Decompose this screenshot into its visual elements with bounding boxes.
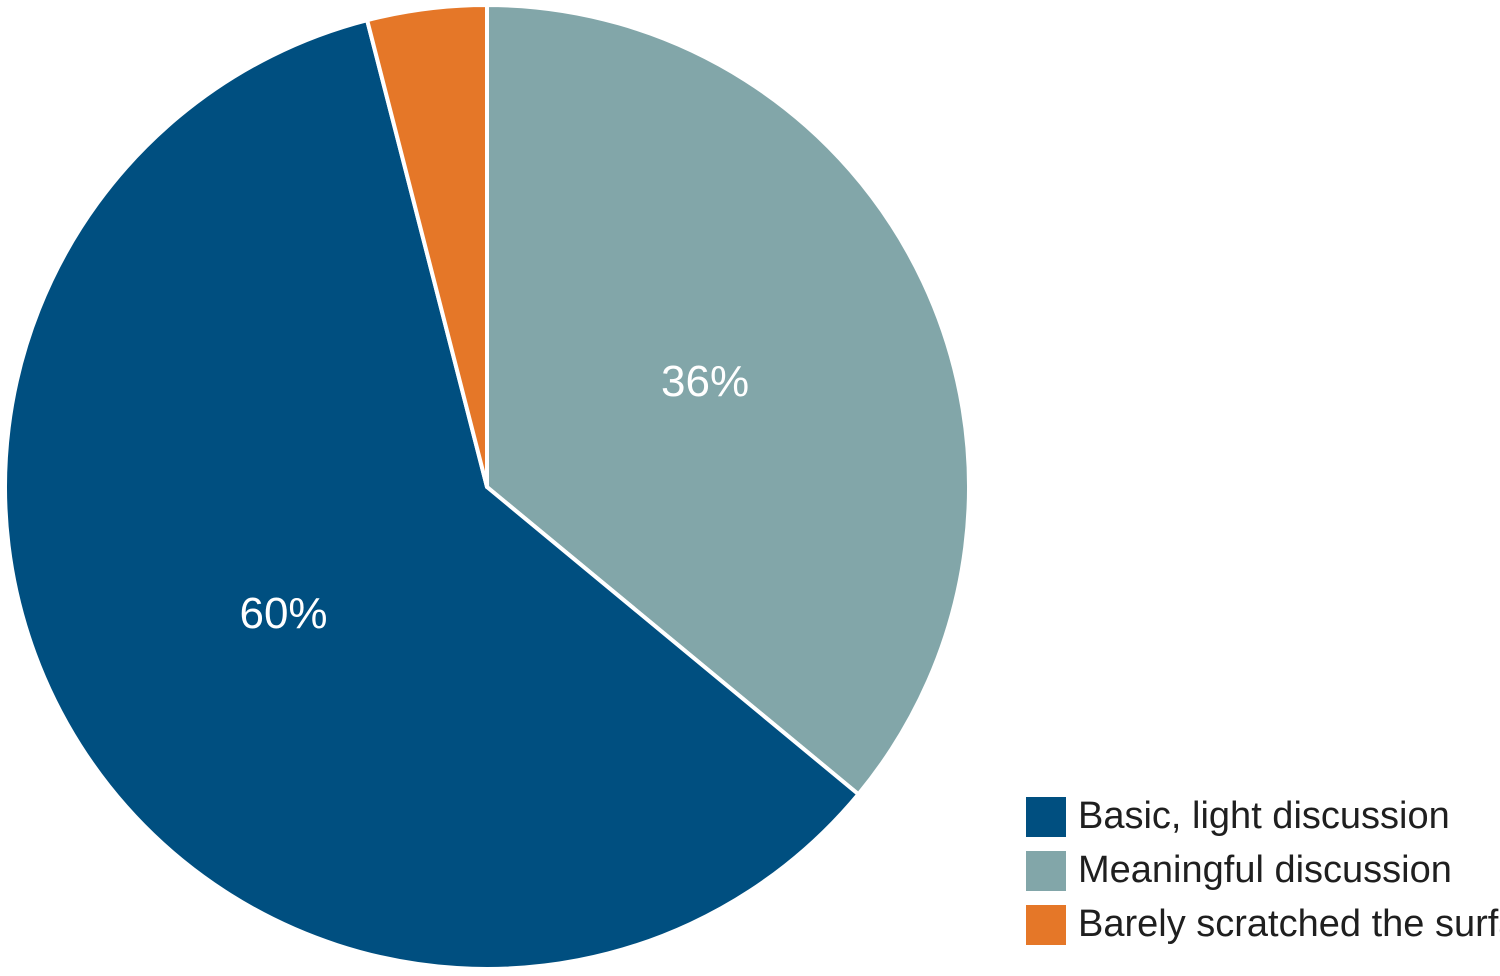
slice-data-label: 36%: [661, 357, 749, 406]
legend-swatch: [1026, 797, 1066, 837]
pie-slice-basic-light-discussion: [2, 18, 861, 971]
legend-label: Meaningful discussion: [1078, 849, 1452, 891]
legend-swatch: [1026, 905, 1066, 945]
pie-slice-meaningful-discussion: [485, 3, 971, 797]
legend: Basic, light discussion Meaningful discus…: [1026, 795, 1500, 945]
legend-label: Barely scratched the surface: [1078, 903, 1500, 945]
pie-slice-labels: 36% 60%: [239, 357, 749, 638]
legend-swatch: [1026, 851, 1066, 891]
slice-data-label: 60%: [239, 589, 327, 638]
pie-slices: [2, 3, 971, 971]
legend-label: Basic, light discussion: [1078, 795, 1450, 837]
pie-slice-barely-scratched-the-surface: [365, 3, 489, 489]
